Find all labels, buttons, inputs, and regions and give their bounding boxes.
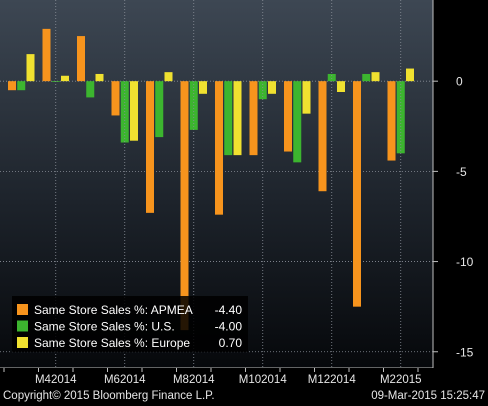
bar-us (362, 73, 371, 82)
y-tick-label: 0 (456, 75, 463, 89)
x-tick-label: M122014 (308, 374, 357, 386)
legend-label: Same Store Sales %: U.S. (34, 320, 175, 334)
bar-us (224, 81, 233, 156)
bar-europe (302, 81, 311, 114)
x-tick-label: M22015 (380, 374, 422, 386)
bar-apmea (353, 81, 361, 307)
legend-box (12, 296, 248, 352)
bar-europe (26, 54, 35, 82)
y-tick-label: -15 (456, 345, 474, 359)
bar-europe (95, 73, 104, 82)
bar-europe (164, 72, 173, 82)
x-tick-label: M62014 (104, 374, 146, 386)
bar-europe (199, 81, 207, 94)
x-tick-label: M42014 (35, 374, 77, 386)
chart-svg: 0 -5 -10 -15 M42014 M62014 M82014 M102014 M12201… (0, 0, 488, 388)
timestamp-text: 09-Mar-2015 15:25:47 (371, 390, 485, 402)
bar-europe (371, 72, 380, 82)
bar-apmea (111, 81, 120, 116)
y-tick-label: -5 (456, 165, 467, 179)
bar-apmea (180, 81, 189, 331)
x-tick-label: M82014 (173, 374, 215, 386)
bar-apmea (146, 81, 154, 213)
copyright-text: Copyright© 2015 Bloomberg Finance L.P. (3, 390, 215, 402)
y-tick-label: -10 (456, 255, 474, 269)
legend-swatch (17, 304, 28, 315)
bar-europe (233, 81, 242, 156)
legend-swatch (17, 337, 28, 348)
legend-label: Same Store Sales %: Europe (34, 336, 190, 350)
legend-value: 0.70 (219, 336, 243, 350)
bar-apmea (318, 81, 327, 192)
bar-apmea (215, 81, 223, 215)
bar-europe (130, 81, 138, 141)
bar-europe (61, 75, 69, 82)
x-axis-background (0, 368, 488, 388)
bar-europe (337, 81, 345, 92)
bar-europe (268, 81, 276, 94)
footer-bar: Copyright© 2015 Bloomberg Finance L.P. 0… (0, 388, 488, 406)
bar-apmea (387, 81, 396, 161)
legend-value: -4.00 (215, 320, 243, 334)
bar-apmea (249, 81, 258, 156)
x-tick-label: M102014 (239, 374, 288, 386)
bar-europe (406, 68, 414, 82)
bar-apmea (77, 36, 85, 82)
legend-value: -4.40 (215, 303, 243, 317)
legend-swatch (17, 320, 28, 332)
bar-us (155, 81, 164, 138)
legend-label: Same Store Sales %: APMEA (34, 303, 193, 317)
bar-apmea (42, 28, 51, 82)
bar-us (17, 81, 26, 91)
bar-apmea (284, 81, 292, 152)
bar-us (293, 81, 302, 163)
bar-us (327, 73, 336, 82)
bar-apmea (8, 81, 16, 91)
y-axis-background (433, 0, 488, 368)
bar-us (86, 81, 95, 98)
